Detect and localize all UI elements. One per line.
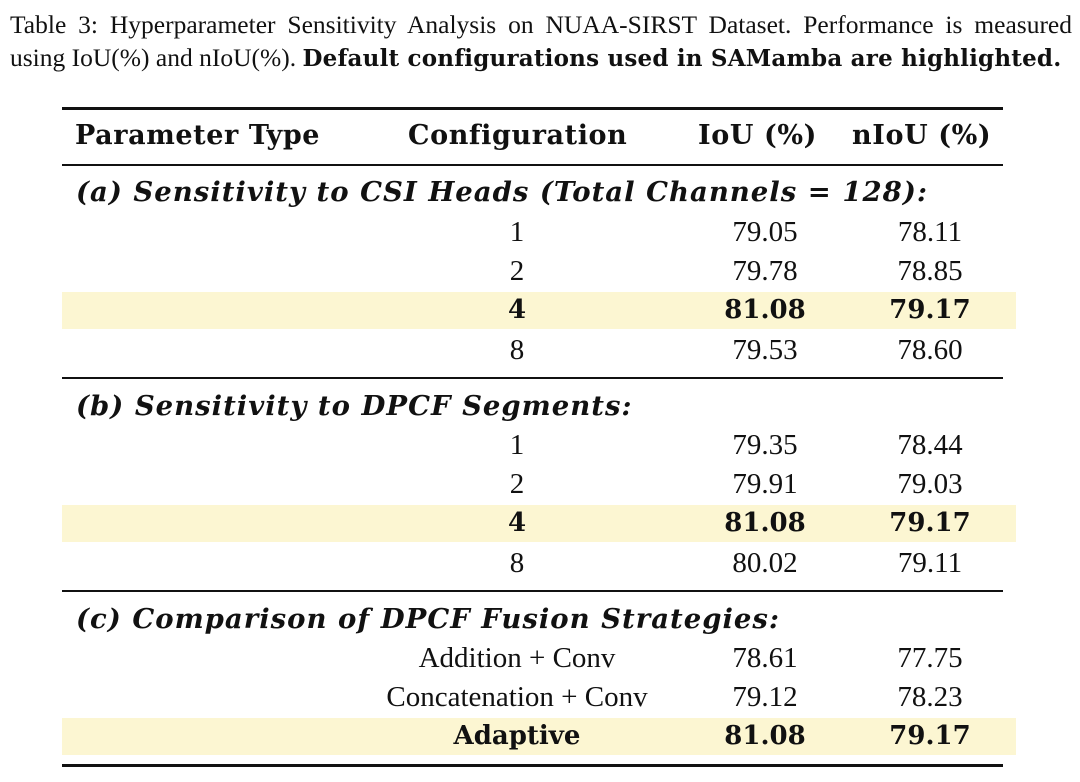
table-row-a1-niou: 78.11: [897, 216, 963, 248]
table-row-a3-config: 4: [507, 295, 527, 325]
table-row-c1-config: Addition + Conv: [418, 642, 616, 674]
header-iou: IoU (%): [698, 120, 817, 151]
table-row-b1-config: 1: [509, 429, 525, 461]
table-row-a3-niou: 79.17: [889, 295, 971, 325]
table-row-b3-config: 4: [507, 508, 527, 538]
table-row-c2-niou: 78.23: [897, 681, 963, 713]
highlight-row-b: [62, 505, 1016, 542]
table-row-a4-iou: 79.53: [732, 334, 798, 366]
table-row-b3-iou: 81.08: [724, 508, 806, 538]
table-row-b2-niou: 79.03: [897, 468, 963, 500]
header-rule: [62, 164, 1003, 166]
table-row-b2-iou: 79.91: [732, 468, 798, 500]
table-row-c1-iou: 78.61: [732, 642, 798, 674]
section-title-c: (c) Comparison of DPCF Fusion Strategies…: [76, 603, 781, 635]
caption-bold-text: Default configurations used in SAMamba a…: [302, 45, 1062, 72]
table-row-c2-config: Concatenation + Conv: [386, 681, 648, 713]
table-row-b1-iou: 79.35: [732, 429, 798, 461]
table-row-a1-iou: 79.05: [732, 216, 798, 248]
top-rule: [62, 107, 1003, 110]
header-niou: nIoU (%): [852, 120, 992, 151]
table-row-c1-niou: 77.75: [897, 642, 963, 674]
table-row-c2-iou: 79.12: [732, 681, 798, 713]
table-row-b4-config: 8: [509, 547, 525, 579]
table-row-c3-niou: 79.17: [889, 721, 971, 751]
table-row-c3-config: Adaptive: [453, 721, 581, 751]
bottom-rule: [62, 764, 1003, 767]
table-row-c3-iou: 81.08: [724, 721, 806, 751]
table-row-a1-config: 1: [509, 216, 525, 248]
header-parameter-type: Parameter Type: [75, 120, 321, 151]
table-row-a4-niou: 78.60: [897, 334, 963, 366]
table-row-a4-config: 8: [509, 334, 525, 366]
section-title-b: (b) Sensitivity to DPCF Segments:: [76, 390, 633, 422]
table-row-b4-niou: 79.11: [897, 547, 963, 579]
caption-text: Table 3: Hyperparameter Sensitivity Anal…: [10, 10, 1072, 72]
table-row-b4-iou: 80.02: [732, 547, 798, 579]
header-configuration: Configuration: [408, 120, 628, 151]
table-row-b3-niou: 79.17: [889, 508, 971, 538]
table-row-a3-iou: 81.08: [724, 295, 806, 325]
table-row-b2-config: 2: [509, 468, 525, 500]
table-row-a2-niou: 78.85: [897, 255, 963, 287]
table-row-a2-config: 2: [509, 255, 525, 287]
section-rule-a: [62, 377, 1003, 379]
highlight-row-a: [62, 292, 1016, 329]
table-row-a2-iou: 79.78: [732, 255, 798, 287]
table-caption: Table 3: Hyperparameter Sensitivity Anal…: [10, 8, 1072, 75]
section-rule-b: [62, 590, 1003, 592]
table-row-b1-niou: 78.44: [897, 429, 963, 461]
section-title-a: (a) Sensitivity to CSI Heads (Total Chan…: [76, 176, 928, 208]
highlight-row-c: [62, 718, 1016, 755]
